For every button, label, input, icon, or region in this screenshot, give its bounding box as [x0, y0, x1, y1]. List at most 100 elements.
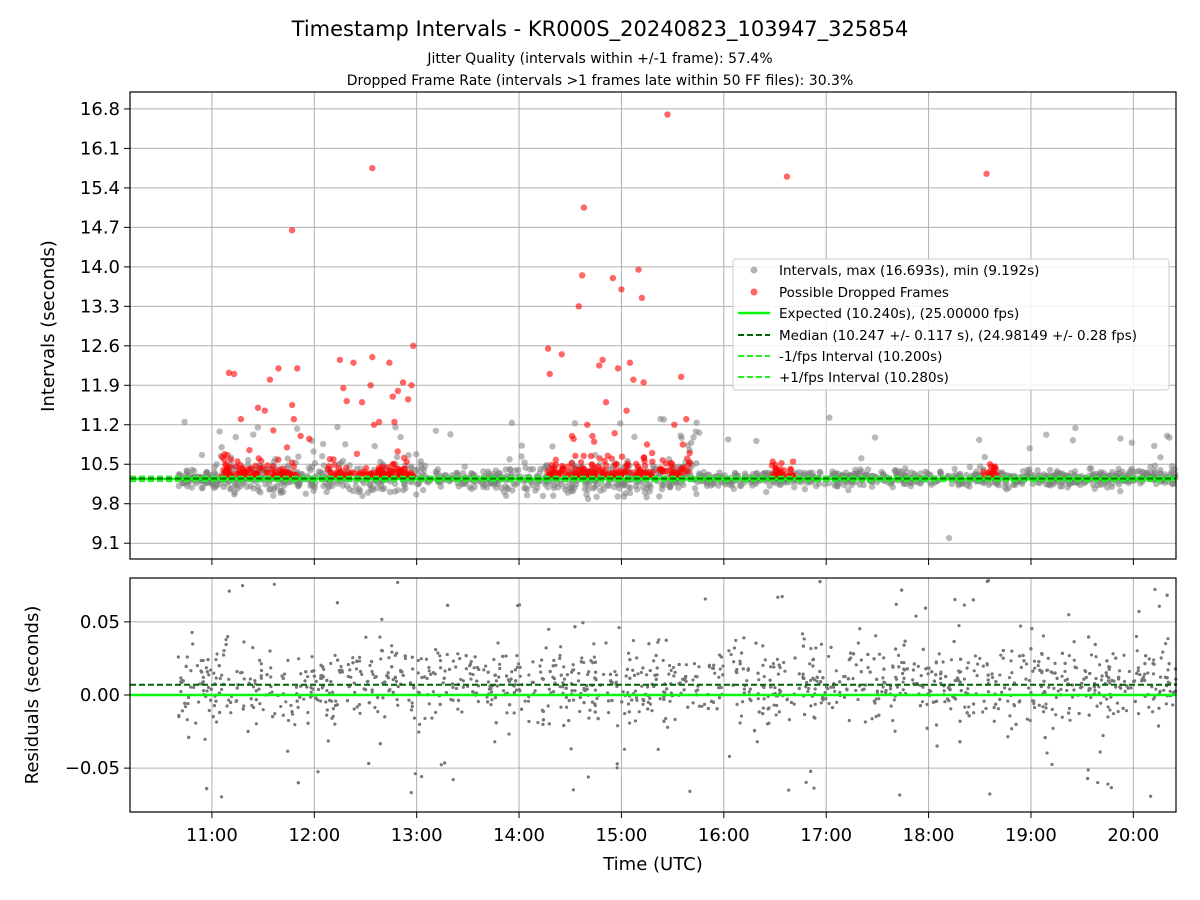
residual-point — [451, 685, 455, 689]
interval-point — [518, 442, 525, 449]
interval-point — [753, 437, 760, 445]
residual-point — [727, 649, 731, 653]
residual-point — [768, 678, 772, 682]
dropped-frame-point — [624, 460, 631, 467]
residual-point — [684, 663, 689, 667]
residual-point — [742, 636, 746, 640]
residual-point — [433, 672, 437, 676]
residual-point — [314, 696, 318, 700]
residual-point — [251, 685, 256, 689]
dropped-frame-point — [272, 468, 279, 476]
residual-point — [485, 695, 489, 699]
interval-point — [419, 486, 427, 494]
residual-point — [845, 687, 849, 691]
residual-point — [735, 702, 739, 706]
dropped-frame-point — [333, 468, 341, 475]
residual-point — [1054, 695, 1058, 700]
residual-point — [926, 672, 930, 676]
interval-point — [626, 489, 634, 497]
residual-y-ticks: −0.05 0.00 0.05 — [65, 612, 130, 779]
residual-point — [709, 699, 714, 703]
residual-point — [1039, 685, 1043, 689]
interval-point — [562, 486, 569, 493]
residual-point — [366, 679, 370, 683]
residual-point — [894, 602, 898, 606]
interval-point — [1097, 481, 1104, 488]
residual-point — [496, 641, 500, 645]
residual-point — [692, 662, 697, 666]
dropped-frame-point — [331, 461, 338, 469]
interval-point — [732, 470, 739, 477]
residual-point — [427, 702, 431, 706]
residual-point — [390, 665, 394, 669]
residual-point — [729, 652, 733, 657]
residual-point — [797, 686, 801, 691]
residual-point — [639, 670, 643, 675]
residual-point — [531, 680, 535, 685]
interval-point — [1058, 470, 1065, 477]
interval-point — [889, 483, 896, 491]
dropped-frame-point — [290, 463, 297, 470]
residual-point — [986, 673, 990, 677]
residual-point — [973, 654, 977, 658]
residual-point — [992, 705, 996, 710]
residual-point — [732, 646, 737, 650]
residual-point — [662, 697, 666, 701]
residual-point — [531, 660, 535, 664]
residual-point — [842, 695, 847, 699]
interval-point — [295, 453, 302, 460]
top-y-tick-label: 12.6 — [80, 336, 120, 357]
residual-point — [1094, 676, 1098, 681]
residual-point — [830, 705, 835, 710]
residual-point — [489, 703, 493, 707]
interval-point — [549, 443, 556, 450]
interval-point — [716, 469, 723, 476]
residual-point — [353, 690, 357, 695]
residual-point — [224, 637, 228, 642]
residual-point — [322, 667, 326, 671]
residual-point — [866, 666, 870, 670]
residual-point — [1117, 669, 1122, 673]
residual-point — [1124, 709, 1129, 713]
interval-point — [216, 480, 224, 488]
residual-point — [329, 680, 333, 684]
residual-point — [179, 676, 183, 680]
interval-point — [270, 492, 277, 499]
interval-point — [684, 442, 692, 449]
interval-point — [262, 481, 269, 488]
dropped-frame-point — [685, 467, 692, 475]
residual-point — [518, 689, 522, 693]
residual-point — [205, 689, 209, 693]
residual-point — [797, 672, 801, 676]
dropped-frame-point — [641, 462, 649, 469]
residual-point — [516, 603, 520, 608]
dropped-frame-point — [294, 365, 301, 372]
residual-point — [1067, 613, 1071, 617]
residual-point — [606, 699, 611, 703]
interval-point — [597, 487, 604, 494]
residual-point — [1136, 711, 1141, 716]
residual-point — [1106, 705, 1110, 709]
residual-point — [489, 690, 494, 694]
residual-point — [721, 664, 725, 668]
interval-point — [417, 458, 424, 465]
residual-point — [257, 687, 261, 691]
chart-subtitle-jitter: Jitter Quality (intervals within +/-1 fr… — [426, 51, 772, 67]
interval-point — [512, 467, 519, 474]
interval-point — [1108, 483, 1116, 490]
x-axis-label: Time (UTC) — [602, 854, 703, 875]
residual-point — [577, 671, 581, 675]
interval-point — [584, 486, 592, 493]
residual-point — [821, 676, 825, 680]
residual-point — [1089, 653, 1094, 657]
residual-point — [875, 690, 880, 695]
residual-point — [1099, 678, 1104, 682]
residual-point — [1158, 675, 1163, 679]
interval-point — [555, 484, 562, 491]
residual-point — [677, 662, 681, 667]
dropped-frame-point — [259, 464, 267, 471]
residual-point — [416, 658, 420, 663]
residual-y-axis-label: Residuals (seconds) — [22, 606, 43, 785]
residual-point — [494, 679, 498, 683]
interval-point — [506, 456, 513, 463]
